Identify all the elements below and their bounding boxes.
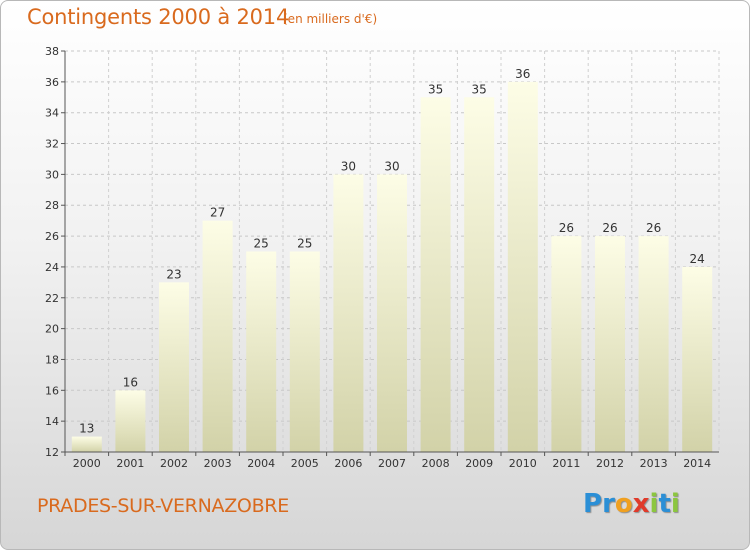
bar-value-label: 24	[690, 252, 705, 266]
bar-value-label: 26	[559, 221, 574, 235]
bar	[71, 436, 102, 452]
x-tick-label: 2005	[291, 457, 319, 470]
bar-value-label: 26	[602, 221, 617, 235]
bar-value-label: 30	[384, 159, 399, 173]
y-tick-label: 28	[45, 199, 59, 212]
logo-letter: P	[583, 489, 603, 519]
x-tick-label: 2002	[160, 457, 188, 470]
bar	[333, 174, 364, 452]
y-tick-label: 14	[45, 415, 59, 428]
x-tick-label: 2008	[422, 457, 450, 470]
y-tick-label: 18	[45, 353, 59, 366]
logo-letter: t	[658, 489, 671, 519]
y-tick-label: 16	[45, 384, 59, 397]
y-tick-label: 12	[45, 446, 59, 459]
x-tick-label: 2011	[552, 457, 580, 470]
bar-value-label: 16	[123, 375, 138, 389]
bar-value-label: 25	[297, 237, 312, 251]
bar-value-label: 36	[515, 67, 530, 81]
logo-letter: o	[614, 489, 633, 519]
bar	[682, 266, 713, 452]
x-tick-label: 2014	[683, 457, 711, 470]
x-tick-label: 2006	[334, 457, 362, 470]
chart-subtitle: (en milliers d'€)	[283, 12, 378, 26]
bar	[202, 220, 233, 452]
x-tick-label: 2012	[596, 457, 624, 470]
bar-value-label: 13	[79, 422, 94, 436]
bar	[638, 236, 669, 452]
logo-letter: r	[602, 489, 615, 519]
bar	[115, 390, 146, 452]
bar-value-label: 23	[166, 267, 181, 281]
bar-value-label: 26	[646, 221, 661, 235]
commune-name: PRADES-SUR-VERNAZOBRE	[37, 495, 289, 517]
bar	[551, 236, 582, 452]
bar-value-label: 27	[210, 206, 225, 220]
y-tick-label: 26	[45, 230, 59, 243]
bar	[246, 251, 277, 452]
x-tick-label: 2000	[73, 457, 101, 470]
bar-value-label: 30	[341, 159, 356, 173]
y-tick-label: 20	[45, 323, 59, 336]
y-tick-label: 38	[45, 45, 59, 58]
bar	[420, 97, 451, 453]
bar	[507, 81, 538, 452]
x-tick-label: 2003	[204, 457, 232, 470]
logo-letter: i	[670, 489, 680, 519]
y-tick-label: 30	[45, 168, 59, 181]
bar	[595, 236, 625, 452]
logo-letter: i	[649, 489, 659, 519]
bar	[377, 174, 407, 452]
y-tick-label: 36	[45, 76, 59, 89]
bar	[159, 282, 189, 452]
y-tick-label: 22	[45, 292, 59, 305]
x-tick-label: 2001	[116, 457, 144, 470]
chart-title: Contingents 2000 à 2014	[27, 5, 290, 29]
logo-letter: x	[632, 489, 650, 519]
y-tick-label: 32	[45, 138, 59, 151]
proxiti-logo: Proxiti	[583, 489, 680, 519]
bar	[289, 251, 320, 452]
bar-value-label: 35	[472, 82, 487, 96]
y-tick-label: 24	[45, 261, 59, 274]
bar-value-label: 25	[254, 237, 269, 251]
x-tick-label: 2004	[247, 457, 275, 470]
x-tick-label: 2010	[509, 457, 537, 470]
bar-value-label: 35	[428, 82, 443, 96]
x-tick-label: 2009	[465, 457, 493, 470]
x-tick-label: 2013	[640, 457, 668, 470]
bar	[464, 97, 495, 453]
x-tick-label: 2007	[378, 457, 406, 470]
y-tick-label: 34	[45, 107, 59, 120]
